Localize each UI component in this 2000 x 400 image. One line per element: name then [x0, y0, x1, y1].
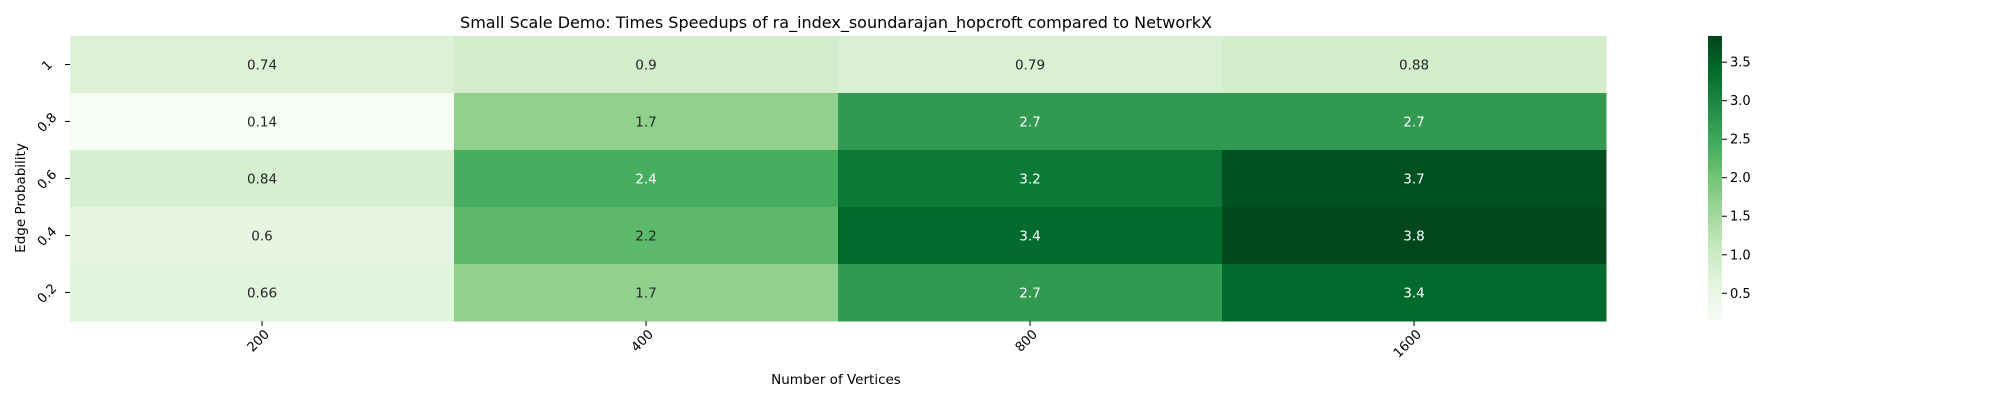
- x-tick-label: 400: [629, 327, 657, 355]
- cell-value-label: 0.66: [247, 286, 277, 302]
- heatmap-cell: [70, 207, 455, 265]
- heatmap-cell: [454, 207, 839, 265]
- y-axis-ticks: 1 0.8 0.6 0.4 0.2: [35, 58, 70, 307]
- cell-value-label: 0.88: [1399, 58, 1429, 74]
- heatmap-cell: [454, 36, 839, 94]
- heatmap-cells: [70, 36, 1607, 322]
- x-tick-label: 200: [245, 327, 273, 355]
- cell-value-label: 0.74: [247, 58, 277, 74]
- cell-value-label: 0.14: [247, 115, 277, 131]
- heatmap-cell: [454, 264, 839, 322]
- cell-value-label: 0.79: [1015, 58, 1045, 74]
- heatmap-cell: [454, 150, 839, 208]
- heatmap-cell: [70, 93, 455, 151]
- x-tick-label: 1600: [1391, 327, 1425, 361]
- y-tick-label: 0.6: [35, 167, 60, 192]
- heatmap-cell: [1222, 36, 1607, 94]
- colorbar-tick-label: 0.5: [1730, 287, 1751, 302]
- colorbar-tick-label: 3.5: [1730, 56, 1751, 71]
- colorbar-tick-label: 3.0: [1730, 94, 1751, 109]
- x-axis-label: Number of Vertices: [771, 372, 901, 388]
- cell-value-label: 2.2: [635, 229, 656, 245]
- heatmap-cell: [838, 36, 1223, 94]
- colorbar-tick-label: 2.0: [1730, 171, 1751, 186]
- heatmap-cell: [838, 264, 1223, 322]
- cell-value-label: 2.7: [1019, 286, 1040, 302]
- heatmap-cell: [70, 150, 455, 208]
- cell-value-label: 0.84: [247, 172, 277, 188]
- colorbar-ticks: 0.5 1.0 1.5 2.0 2.5 3.0 3.5: [1722, 56, 1751, 302]
- cell-value-label: 2.7: [1019, 115, 1040, 131]
- chart-title: Small Scale Demo: Times Speedups of ra_i…: [460, 13, 1212, 33]
- cell-value-label: 3.2: [1019, 172, 1040, 188]
- heatmap-cell: [838, 150, 1223, 208]
- cell-value-label: 0.6: [251, 229, 272, 245]
- cell-value-label: 2.4: [635, 172, 656, 188]
- colorbar-tick-label: 1.0: [1730, 248, 1751, 263]
- heatmap-cell: [838, 93, 1223, 151]
- heatmap-cell: [1222, 150, 1607, 208]
- heatmap-cell: [70, 264, 455, 322]
- cell-value-label: 3.4: [1019, 229, 1040, 245]
- cell-value-label: 3.8: [1403, 229, 1424, 245]
- cell-value-label: 1.7: [635, 286, 656, 302]
- heatmap-cell: [1222, 93, 1607, 151]
- heatmap-cell: [1222, 207, 1607, 265]
- heatmap-cell: [70, 36, 455, 94]
- cell-value-label: 3.7: [1403, 172, 1424, 188]
- colorbar-tick-label: 2.5: [1730, 133, 1751, 148]
- y-tick-label: 1: [39, 58, 55, 74]
- heatmap-cell: [1222, 264, 1607, 322]
- y-tick-label: 0.2: [35, 281, 60, 306]
- colorbar: [1708, 36, 1722, 321]
- y-tick-label: 0.4: [35, 224, 60, 249]
- cell-value-label: 2.7: [1403, 115, 1424, 131]
- y-axis-label: Edge Probability: [13, 143, 29, 253]
- x-axis-ticks: 200 400 800 1600: [245, 321, 1425, 361]
- cell-value-label: 3.4: [1403, 286, 1424, 302]
- cell-value-label: 0.9: [635, 58, 656, 74]
- heatmap-cell: [454, 93, 839, 151]
- cell-value-label: 1.7: [635, 115, 656, 131]
- heatmap-cell: [838, 207, 1223, 265]
- y-tick-label: 0.8: [35, 110, 60, 135]
- colorbar-tick-label: 1.5: [1730, 210, 1751, 225]
- x-tick-label: 800: [1013, 327, 1041, 355]
- heatmap-cell-labels: 0.74 0.9 0.79 0.88 0.14 1.7 2.7 2.7 0.84 2.4 3.2 3.…: [247, 58, 1429, 302]
